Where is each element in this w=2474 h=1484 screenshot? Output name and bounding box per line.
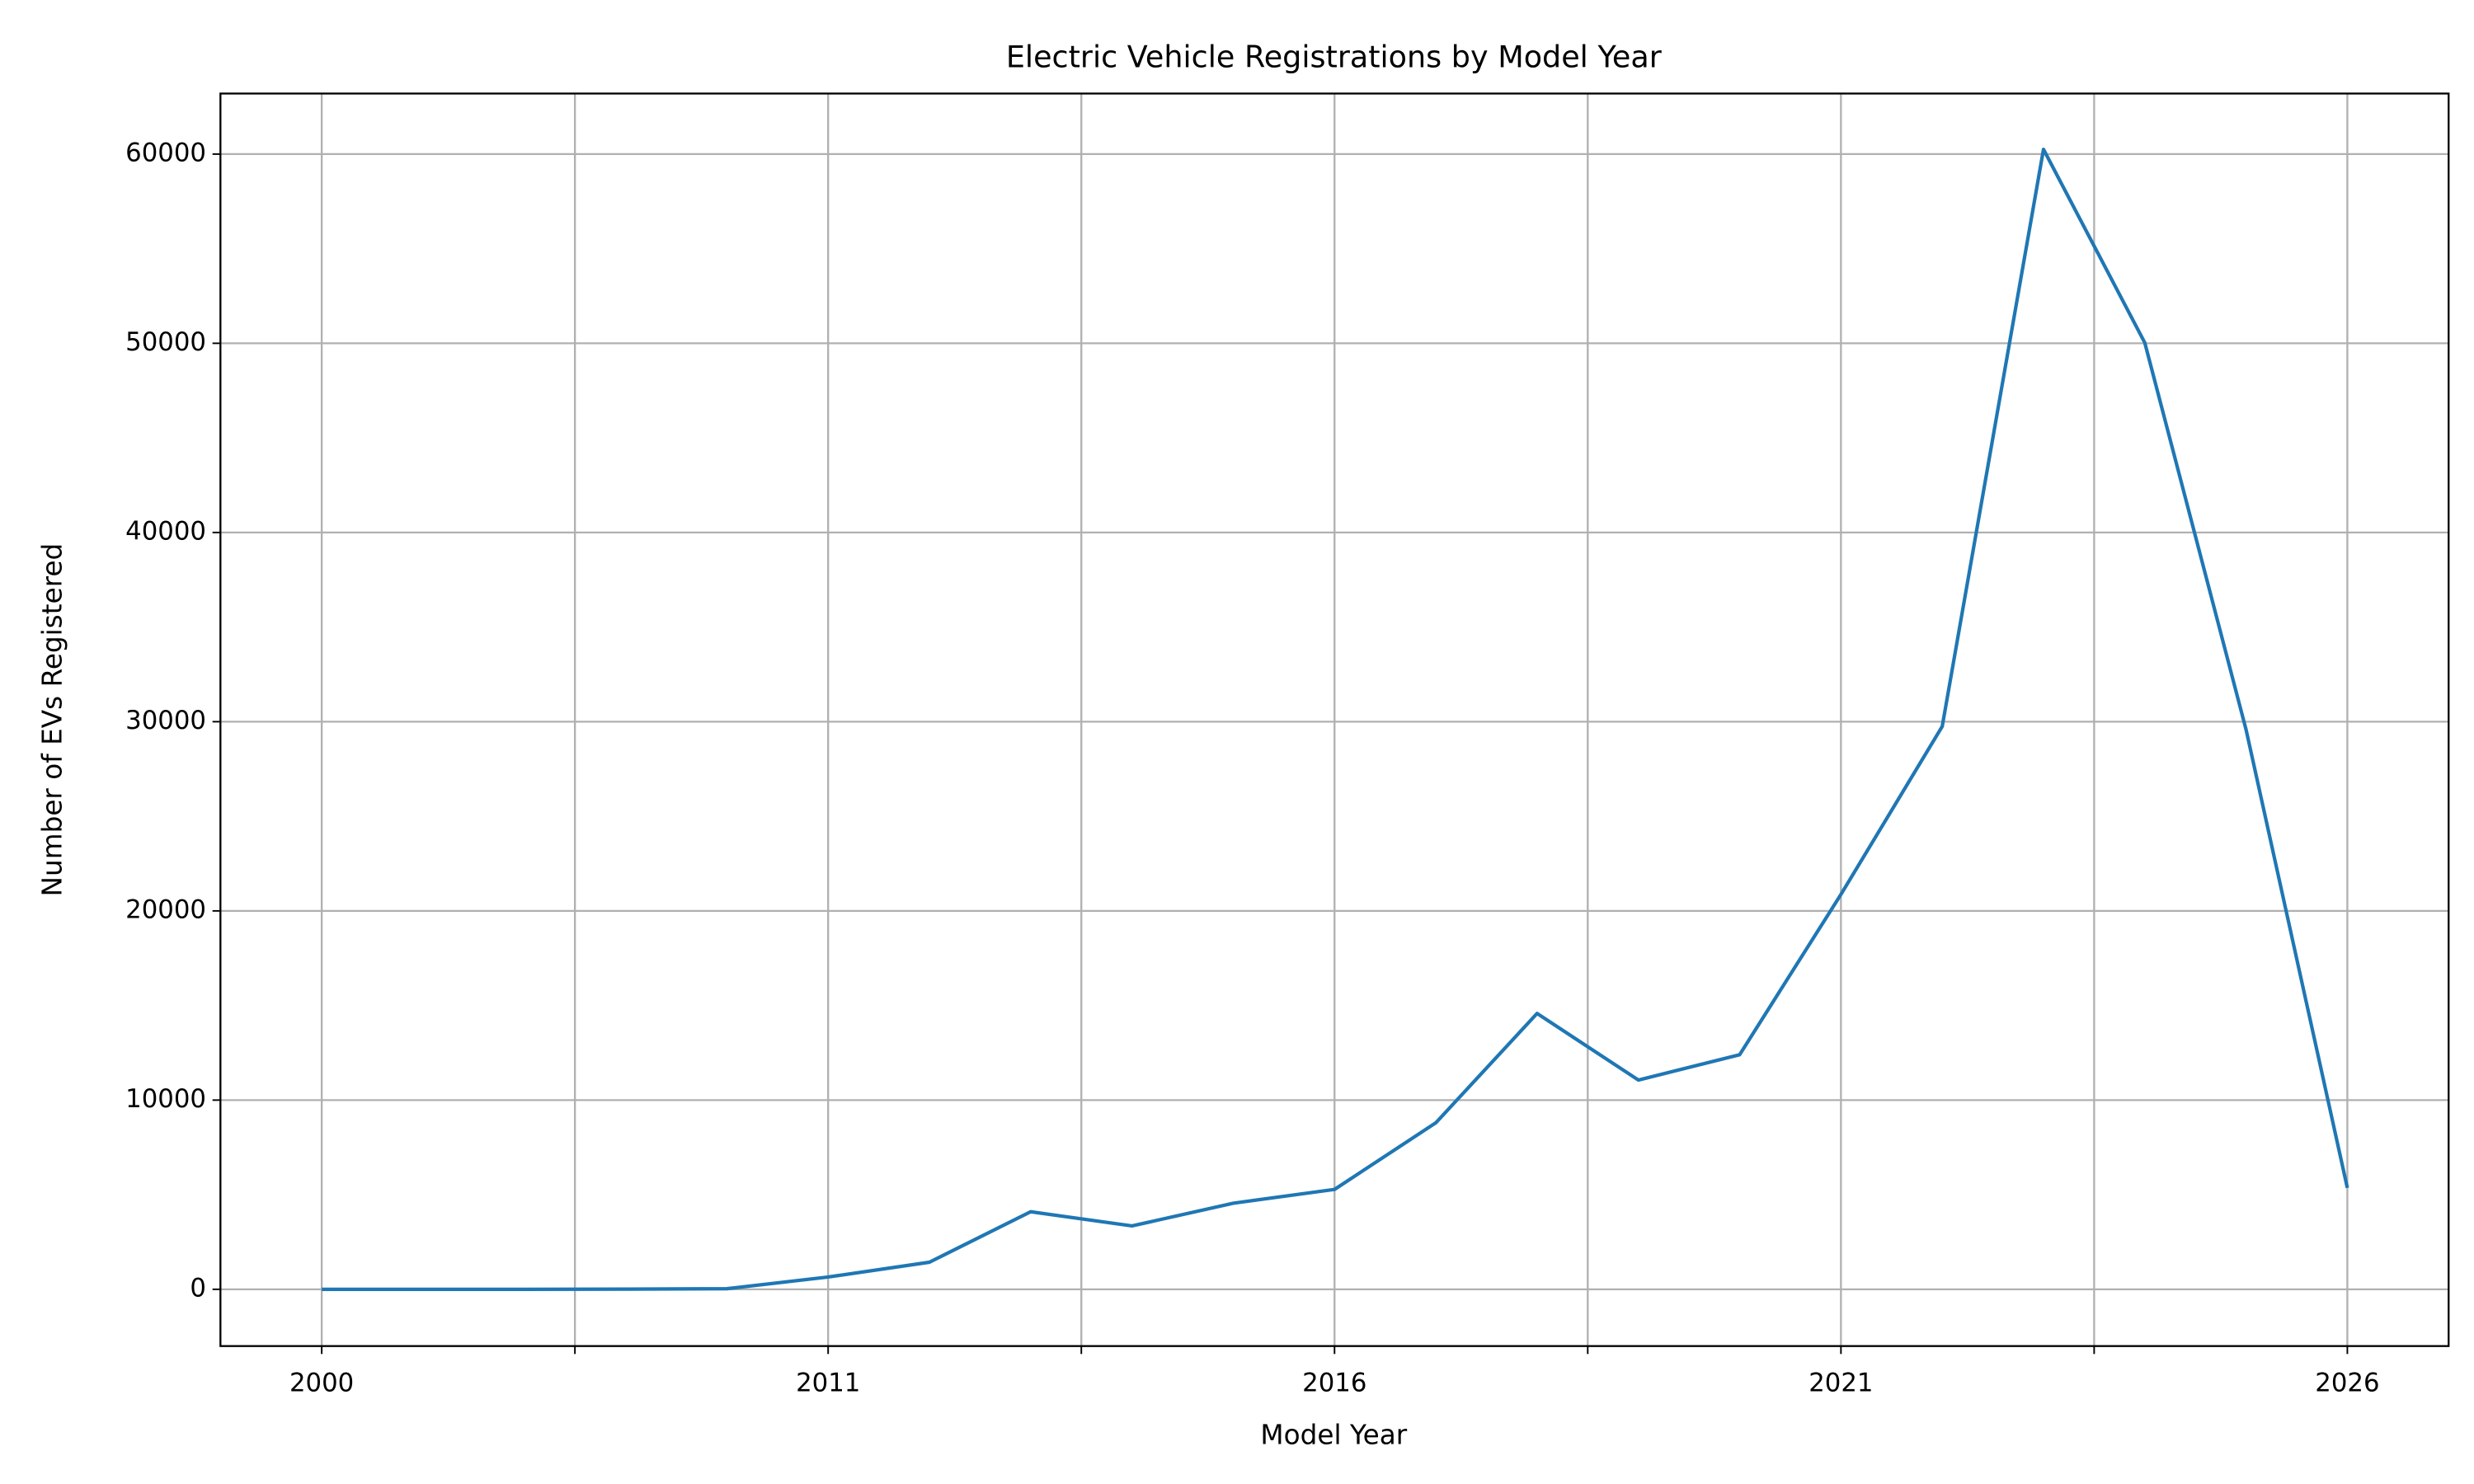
x-tick-label: 2016 bbox=[1302, 1368, 1366, 1397]
y-tick-label: 30000 bbox=[125, 706, 206, 735]
x-tick-label: 2026 bbox=[2315, 1368, 2379, 1397]
y-tick-label: 50000 bbox=[125, 327, 206, 357]
y-tick-label: 10000 bbox=[125, 1084, 206, 1114]
line-series bbox=[322, 148, 2349, 1291]
y-tick-label: 60000 bbox=[125, 138, 206, 167]
y-axis-label: Number of EVs Registered bbox=[36, 543, 68, 897]
chart-title: Electric Vehicle Registrations by Model … bbox=[1006, 40, 1663, 75]
y-tick-label: 0 bbox=[190, 1273, 206, 1303]
x-tick-label: 2000 bbox=[289, 1368, 354, 1397]
plot-frame bbox=[219, 92, 2450, 1347]
y-tick-label: 20000 bbox=[125, 895, 206, 924]
x-tick-label: 2011 bbox=[796, 1368, 860, 1397]
y-tick-label: 40000 bbox=[125, 516, 206, 546]
x-tick-label: 2021 bbox=[1808, 1368, 1873, 1397]
x-axis-label: Model Year bbox=[1260, 1419, 1407, 1450]
